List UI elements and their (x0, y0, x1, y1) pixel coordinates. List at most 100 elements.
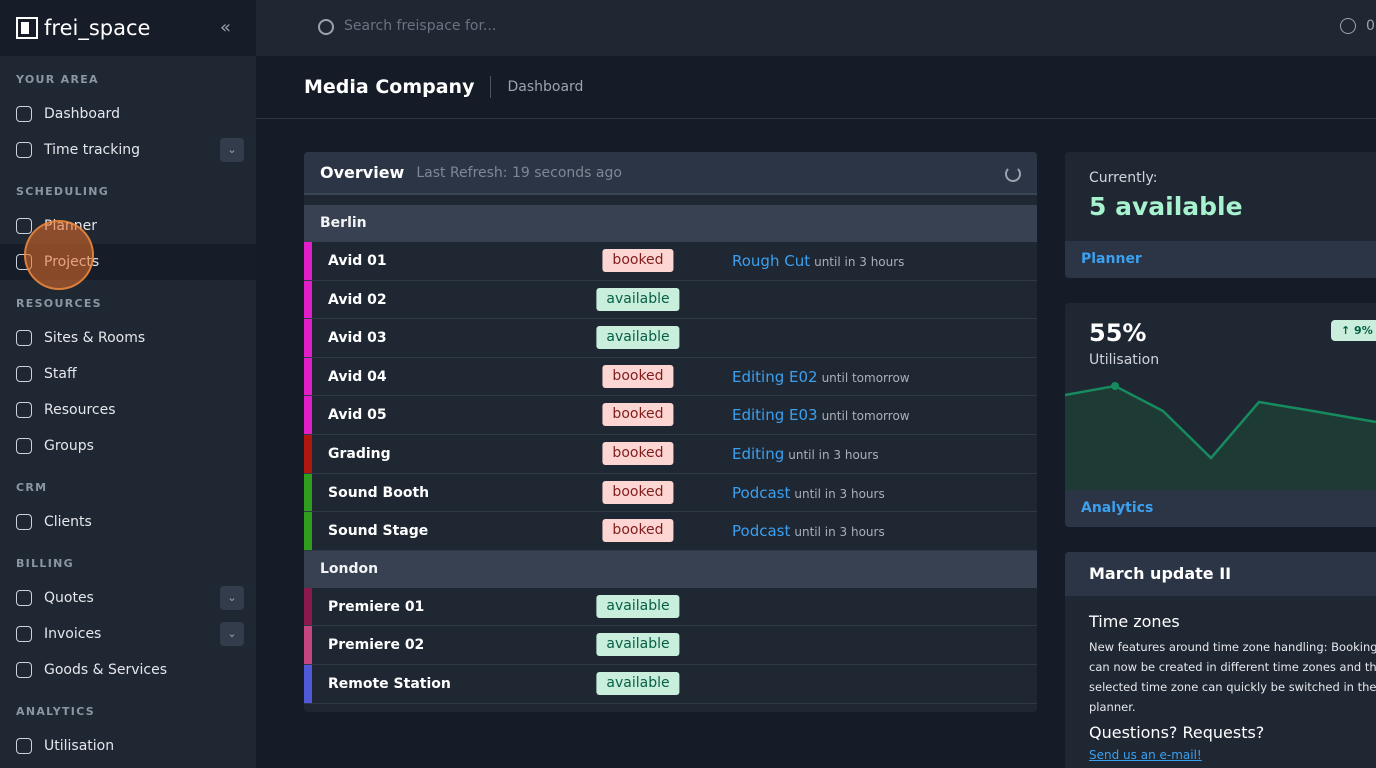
nav-icon (16, 402, 32, 418)
section-title: YOUR AREA (16, 73, 99, 86)
refresh-button[interactable] (1005, 166, 1021, 182)
resource-row[interactable]: Premiere 02 available (304, 626, 1037, 665)
booking: Editing E03 until tomorrow (732, 406, 910, 424)
nav-icon (16, 438, 32, 454)
resource-row[interactable]: Sound Booth booked Podcast until in 3 hours (304, 473, 1037, 513)
section-title: ANALYTICS (16, 705, 95, 718)
booking-until: until in 3 hours (814, 255, 905, 269)
nav-item[interactable]: Goods & Services (0, 652, 256, 688)
breadcrumb[interactable]: Dashboard (507, 79, 584, 95)
overview-header: Overview Last Refresh: 19 seconds ago (304, 152, 1037, 195)
booking-link[interactable]: Editing E03 (732, 406, 818, 425)
analytics-link[interactable]: Analytics (1065, 490, 1376, 527)
nav-icon (16, 106, 32, 122)
logo-icon (16, 17, 38, 39)
status-badge: available (596, 326, 680, 350)
timer[interactable]: 0 (1340, 18, 1375, 34)
trend-badge: ↑ 9% (1331, 320, 1376, 341)
resource-row[interactable]: Grading booked Editing until in 3 hours (304, 434, 1037, 474)
nav-item[interactable]: Utilisation (0, 728, 256, 764)
news-question: Questions? Requests? (1089, 723, 1265, 742)
resource-name: Premiere 01 (328, 598, 425, 615)
overview-title: Overview (320, 163, 405, 182)
resource-row[interactable]: Avid 04 booked Editing E02 until tomorrow (304, 357, 1037, 397)
expand-button[interactable]: ⌄ (220, 622, 244, 646)
resource-row[interactable]: Avid 03 available (304, 319, 1037, 358)
booking-link[interactable]: Rough Cut (732, 252, 811, 270)
resource-name: Avid 04 (328, 368, 387, 385)
booking-until: until tomorrow (821, 370, 910, 385)
nav-label: Quotes (44, 590, 94, 606)
nav-icon (16, 662, 32, 678)
nav-item[interactable]: Dashboard (0, 96, 256, 132)
nav-label: Clients (44, 514, 92, 530)
nav-item[interactable]: Groups (0, 428, 256, 464)
resource-name: Avid 05 (328, 407, 387, 424)
nav-item[interactable]: Resources (0, 392, 256, 428)
search-input[interactable]: Search freispace for... (316, 18, 496, 35)
status-badge: booked (602, 364, 674, 388)
group-header: Berlin (304, 205, 1037, 242)
logo-text: frei_space (44, 16, 151, 40)
nav-item[interactable]: Quotes ⌄ (0, 580, 256, 616)
status-badge: available (596, 594, 680, 618)
nav-label: Resources (44, 402, 116, 418)
nav-item[interactable]: Invoices ⌄ (0, 616, 256, 652)
availability-value: 5 available (1089, 192, 1243, 221)
nav-icon (16, 142, 32, 158)
nav-item[interactable]: Sites & Rooms (0, 320, 256, 356)
nav-icon (16, 330, 32, 346)
resource-name: Grading (328, 445, 391, 462)
color-bar (304, 473, 312, 512)
news-title: March update II (1065, 552, 1376, 596)
status-badge: booked (602, 480, 674, 504)
refresh-info: Last Refresh: 19 seconds ago (416, 164, 622, 181)
resource-row[interactable]: Avid 02 available (304, 280, 1037, 320)
nav-item[interactable]: Projects (0, 244, 256, 280)
collapse-button[interactable]: « (220, 17, 232, 38)
color-bar (304, 396, 312, 434)
status-badge: available (596, 671, 680, 695)
resource-name: Sound Booth (328, 484, 430, 501)
utilisation-card: 55% Utilisation ↑ 9% Analytics (1065, 303, 1376, 527)
booking-link[interactable]: Editing (732, 444, 785, 463)
logo[interactable]: frei_space (0, 0, 256, 56)
resource-row[interactable]: Sound Stage booked Podcast until in 3 hours (304, 512, 1037, 551)
email-link[interactable]: Send us an e-mail! (1089, 748, 1202, 762)
resource-row[interactable]: Remote Station available (304, 664, 1037, 704)
nav-item[interactable]: Clients (0, 504, 256, 540)
resource-row[interactable]: Avid 01 booked Rough Cut until in 3 hours (304, 242, 1037, 281)
nav-item[interactable]: Time tracking ⌄ (0, 132, 256, 168)
booking-link[interactable]: Podcast (732, 483, 791, 502)
section-title: RESOURCES (16, 297, 102, 310)
nav-label: Utilisation (44, 738, 115, 754)
nav-label: Time tracking (44, 142, 140, 158)
booking-link[interactable]: Editing E02 (732, 367, 818, 386)
status-badge: available (596, 287, 680, 311)
booking-link[interactable]: Podcast (732, 522, 791, 541)
resource-name: Sound Stage (328, 523, 429, 540)
nav-item[interactable]: Planner (0, 208, 256, 244)
nav-icon (16, 218, 32, 234)
expand-button[interactable]: ⌄ (220, 586, 244, 610)
group-header: London (304, 550, 1037, 588)
sidebar: frei_space « YOUR AREA Dashboard Time trac… (0, 0, 256, 768)
nav-icon (16, 514, 32, 530)
booking: Podcast until in 3 hours (732, 484, 885, 502)
resource-row[interactable]: Avid 05 booked Editing E03 until tomorrow (304, 396, 1037, 435)
planner-link[interactable]: Planner (1065, 241, 1376, 278)
status-badge: available (596, 633, 680, 657)
sparkline-area (1065, 386, 1376, 491)
color-bar (304, 357, 312, 396)
expand-button[interactable]: ⌄ (220, 138, 244, 162)
nav-item[interactable]: Staff (0, 356, 256, 392)
news-body: New features around time zone handling: … (1089, 640, 1376, 714)
booking-until: until tomorrow (821, 409, 910, 424)
nav-label: Planner (44, 218, 98, 234)
utilisation-value: 55% (1089, 319, 1147, 347)
status-badge: booked (602, 249, 674, 272)
resource-row[interactable]: Premiere 01 available (304, 587, 1037, 627)
news-heading: Time zones (1089, 612, 1180, 631)
